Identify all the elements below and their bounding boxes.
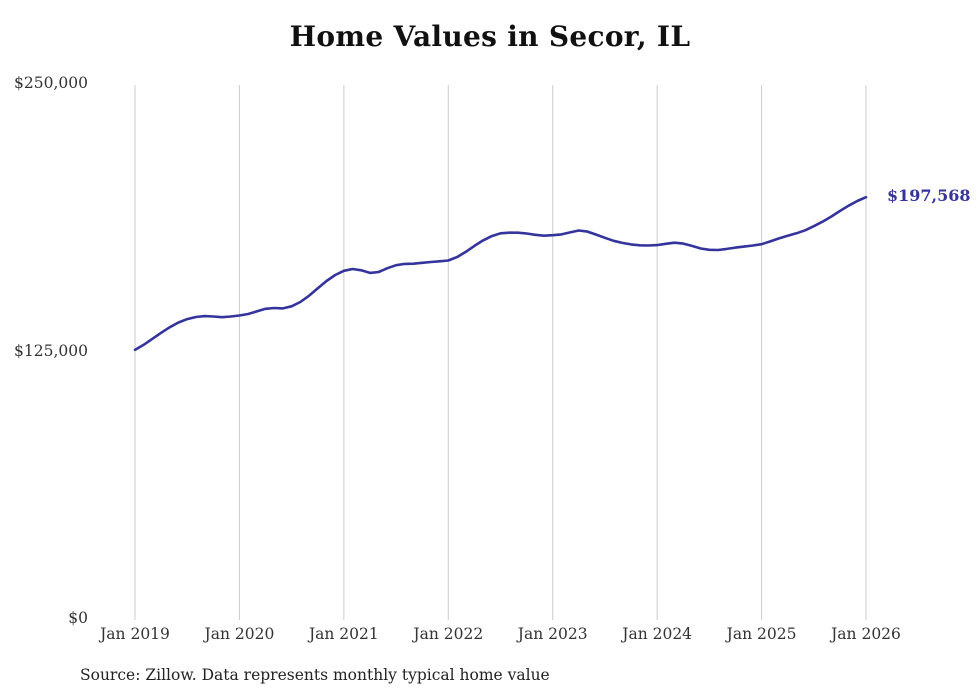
x-tick-label: Jan 2023: [517, 625, 588, 643]
y-tick-label: $250,000: [14, 74, 88, 92]
home-value-line: [133, 195, 868, 352]
x-tick-label: Jan 2026: [831, 625, 901, 643]
x-tick-label: Jan 2020: [204, 625, 275, 643]
x-tick-label: Jan 2025: [726, 625, 797, 643]
x-tick-label: Jan 2024: [622, 625, 693, 643]
y-tick-label: $125,000: [14, 341, 88, 360]
latest-value-label: $197,568: [887, 186, 971, 206]
source-note: Source: Zillow. Data represents monthly …: [80, 666, 550, 684]
x-tick-label: Jan 2021: [308, 625, 379, 643]
chart-title: Home Values in Secor, IL: [289, 20, 691, 53]
x-tick-label: Jan 2022: [413, 625, 484, 643]
y-tick-label: $0: [68, 609, 88, 627]
x-tick-label: Jan 2019: [100, 625, 170, 643]
